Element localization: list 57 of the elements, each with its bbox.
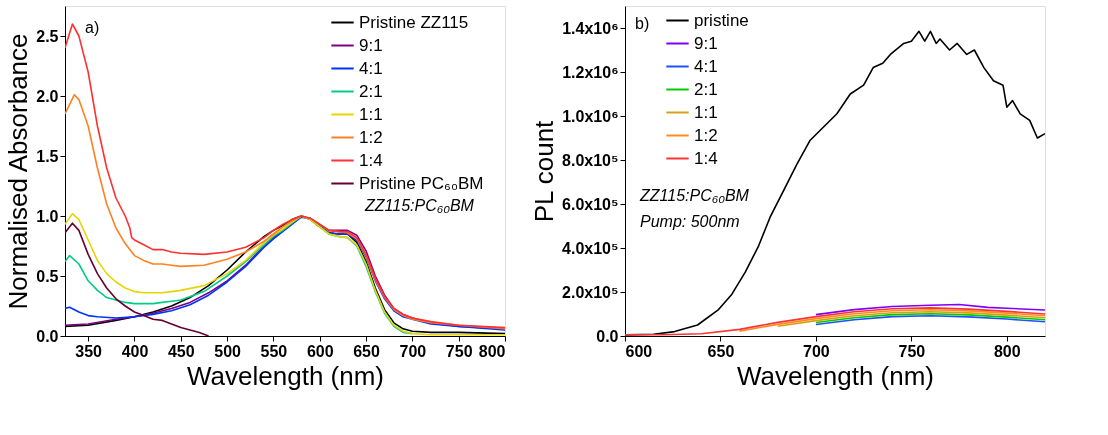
x-axis-title: Wavelength (nm) <box>737 360 934 391</box>
line-series <box>815 303 1045 316</box>
line-series <box>65 222 210 336</box>
y-tick-label: 2.0x10⁵ <box>562 283 619 301</box>
x-tick-label: 700 <box>803 342 830 360</box>
y-tick-label: 0.0 <box>596 327 619 345</box>
x-tick-label: 750 <box>445 342 473 360</box>
x-tick-label: 550 <box>260 342 288 360</box>
x-tick-label: 800 <box>478 342 506 360</box>
y-tick-label: 2.5 <box>36 27 59 45</box>
legend-label: 2:1 <box>694 79 718 99</box>
legend-label: 9:1 <box>359 35 383 55</box>
legend-label: 2:1 <box>359 81 383 101</box>
y-tick-label: 6.0x10⁵ <box>562 195 619 213</box>
y-tick-label: 8.0x10⁵ <box>562 151 619 169</box>
annotation: a) <box>85 19 100 36</box>
y-tick-label: 1.0x10⁶ <box>562 107 619 125</box>
legend-label: 1:1 <box>359 104 383 124</box>
y-tick-label: 1.4x10⁶ <box>562 19 619 37</box>
y-tick-label: 0.5 <box>36 267 59 285</box>
x-tick-label: 600 <box>306 342 334 360</box>
x-tick-label: 450 <box>167 342 195 360</box>
legend-label: Pristine PC₆₀BM <box>359 173 484 193</box>
annotation: ZZ115:PC₆₀BM <box>364 197 475 214</box>
x-tick-label: 400 <box>121 342 149 360</box>
x-tick-label: 650 <box>707 342 735 360</box>
legend-label: 1:2 <box>694 125 718 145</box>
x-tick-label: 800 <box>993 342 1021 360</box>
legend-label: 1:1 <box>694 102 718 122</box>
legend-label: 1:4 <box>359 150 383 170</box>
x-tick-label: 700 <box>399 342 427 360</box>
annotation: ZZ115:PC₆₀BM <box>639 187 750 204</box>
y-tick-label: 2.0 <box>36 87 59 105</box>
legend-label: 1:2 <box>359 127 383 147</box>
y-tick-label: 4.0x10⁵ <box>562 239 619 257</box>
line-series <box>738 309 1045 332</box>
y-tick-label: 1.5 <box>36 147 59 165</box>
x-tick-label: 750 <box>898 342 926 360</box>
x-tick-label: 350 <box>75 342 103 360</box>
x-tick-label: 500 <box>214 342 242 360</box>
x-axis-title: Wavelength (nm) <box>187 360 384 391</box>
line-series <box>776 311 1045 328</box>
y-axis-title: PL count <box>529 119 560 223</box>
y-axis-title: Normalised Absorbance <box>3 33 34 310</box>
legend-label: pristine <box>694 10 749 30</box>
x-tick-label: 650 <box>353 342 380 360</box>
legend-label: Pristine ZZ115 <box>359 12 469 32</box>
x-tick-label: 600 <box>625 342 653 360</box>
y-tick-label: 1.0 <box>36 207 59 225</box>
annotation: b) <box>635 15 650 32</box>
annotation: Pump: 500nm <box>640 213 740 230</box>
legend-label: 1:4 <box>694 148 718 168</box>
y-tick-label: 1.2x10⁶ <box>562 63 619 81</box>
legend-label: 9:1 <box>694 33 718 53</box>
legend-label: 4:1 <box>359 58 383 78</box>
y-tick-label: 0.0 <box>36 327 59 345</box>
legend-label: 4:1 <box>694 56 718 76</box>
